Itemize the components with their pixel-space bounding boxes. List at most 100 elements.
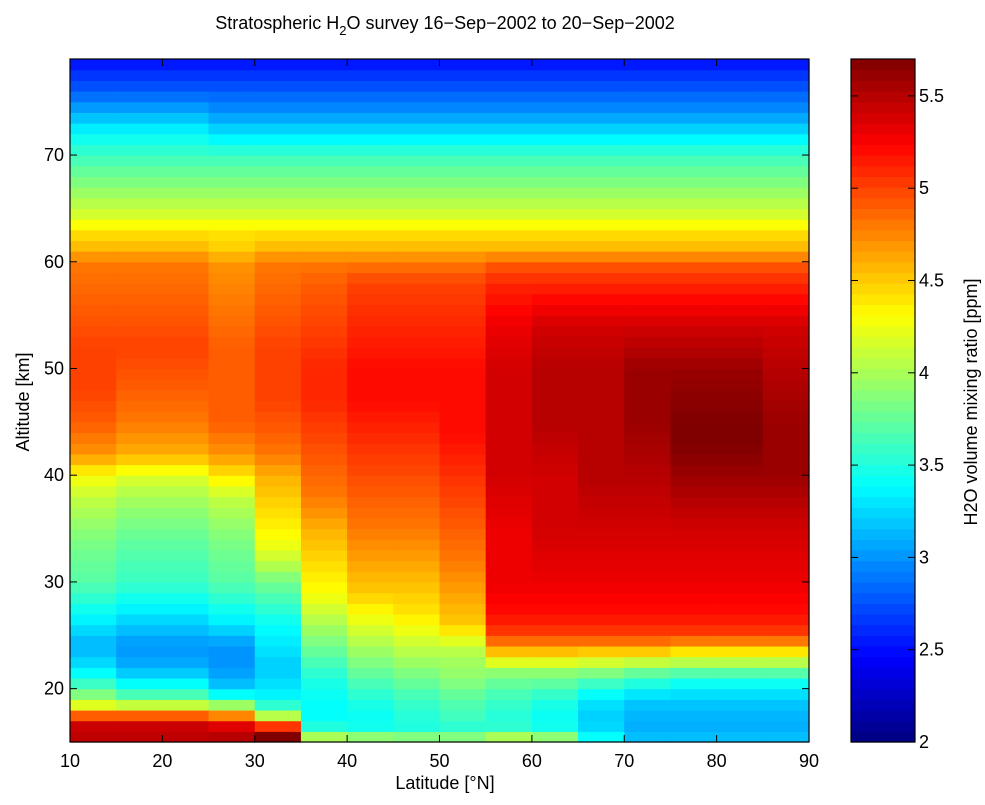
heatmap-cell xyxy=(347,176,394,188)
heatmap-cell xyxy=(300,699,348,711)
heatmap-cell xyxy=(762,475,810,487)
heatmap-cell xyxy=(485,91,533,103)
heatmap-cell xyxy=(347,197,394,209)
heatmap-cell xyxy=(624,219,672,231)
heatmap-cell xyxy=(439,357,487,370)
heatmap-cell xyxy=(531,80,579,92)
heatmap-cell xyxy=(531,91,579,103)
heatmap-cell xyxy=(762,720,810,732)
heatmap-cell xyxy=(393,293,441,306)
heatmap-cell xyxy=(439,464,487,476)
heatmap-cell xyxy=(716,91,764,103)
heatmap-cell xyxy=(300,475,348,487)
heatmap-cell xyxy=(485,507,533,519)
heatmap-cell xyxy=(70,528,117,540)
heatmap-cell xyxy=(254,709,302,722)
heatmap-cell xyxy=(116,315,210,327)
heatmap-cell xyxy=(716,603,764,615)
colorbar-swatch xyxy=(851,592,915,604)
heatmap-cell xyxy=(116,677,210,690)
heatmap-cell xyxy=(300,677,348,690)
heatmap-cell xyxy=(116,101,210,113)
heatmap-cell xyxy=(485,443,533,455)
heatmap-cell xyxy=(208,187,256,199)
heatmap-cell xyxy=(716,336,764,348)
heatmap-cell xyxy=(762,165,810,177)
heatmap-cell xyxy=(439,421,487,434)
heatmap-cell xyxy=(578,315,625,327)
heatmap-cell xyxy=(254,560,302,572)
heatmap-cell xyxy=(762,325,810,338)
heatmap-cell xyxy=(485,411,533,423)
heatmap-cell xyxy=(116,411,210,423)
heatmap-cell xyxy=(670,176,718,188)
heatmap-cell xyxy=(578,496,625,508)
heatmap-cell xyxy=(762,731,810,743)
heatmap-cell xyxy=(70,539,117,551)
heatmap-cell xyxy=(393,240,441,252)
heatmap-cell xyxy=(439,667,487,679)
heatmap-cell xyxy=(762,155,810,167)
heatmap-cell xyxy=(762,101,810,113)
heatmap-cell xyxy=(531,528,579,540)
heatmap-cell xyxy=(716,187,764,199)
heatmap-cell xyxy=(624,389,672,402)
heatmap-cell xyxy=(393,283,441,295)
heatmap-cell xyxy=(116,400,210,412)
heatmap-cell xyxy=(531,112,579,124)
heatmap-cell xyxy=(439,144,487,156)
heatmap-cell xyxy=(254,59,302,71)
heatmap-cell xyxy=(347,592,394,604)
heatmap-cell xyxy=(762,667,810,679)
heatmap-cell xyxy=(116,464,210,476)
heatmap-cell xyxy=(762,528,810,540)
heatmap-cell xyxy=(300,208,348,220)
heatmap-cell xyxy=(531,517,579,530)
heatmap-cell xyxy=(116,240,210,252)
colorbar-swatch xyxy=(851,123,915,135)
heatmap-cell xyxy=(624,528,672,540)
heatmap-cell xyxy=(624,155,672,167)
heatmap-cell xyxy=(70,432,117,444)
heatmap-cell xyxy=(624,336,672,348)
heatmap-cell xyxy=(578,720,625,732)
heatmap-cell xyxy=(70,165,117,177)
heatmap-cell xyxy=(624,581,672,594)
heatmap-cell xyxy=(70,688,117,700)
heatmap-cell xyxy=(578,293,625,306)
heatmap-cell xyxy=(485,624,533,636)
heatmap-cell xyxy=(347,603,394,615)
heatmap-cell xyxy=(116,91,210,103)
heatmap-cell xyxy=(393,91,441,103)
heatmap-cell xyxy=(347,304,394,316)
heatmap-cell xyxy=(116,485,210,498)
heatmap-cell xyxy=(578,592,625,604)
heatmap-cell xyxy=(624,187,672,199)
heatmap-cell xyxy=(578,251,625,263)
heatmap-cell xyxy=(347,123,394,135)
heatmap-cell xyxy=(531,699,579,711)
heatmap-cell xyxy=(485,549,533,562)
heatmap-cell xyxy=(531,539,579,551)
heatmap-cell xyxy=(208,581,256,594)
heatmap-cell xyxy=(393,123,441,135)
heatmap-cell xyxy=(624,69,672,81)
heatmap-cell xyxy=(485,517,533,530)
heatmap-cell xyxy=(208,656,256,668)
heatmap-cell xyxy=(439,240,487,252)
heatmap-cell xyxy=(485,165,533,177)
heatmap-cell xyxy=(347,656,394,668)
heatmap-cell xyxy=(347,389,394,402)
heatmap-cell xyxy=(716,656,764,668)
heatmap-cell xyxy=(439,389,487,402)
heatmap-cell xyxy=(439,496,487,508)
heatmap-cell xyxy=(300,613,348,626)
colorbar-swatch xyxy=(851,69,915,81)
heatmap-cell xyxy=(578,400,625,412)
heatmap-cell xyxy=(208,357,256,370)
heatmap-cell xyxy=(716,592,764,604)
heatmap-cell xyxy=(393,101,441,113)
heatmap-cell xyxy=(347,731,394,743)
colorbar-tick-label: 3.5 xyxy=(919,455,944,475)
heatmap-cell xyxy=(762,304,810,316)
